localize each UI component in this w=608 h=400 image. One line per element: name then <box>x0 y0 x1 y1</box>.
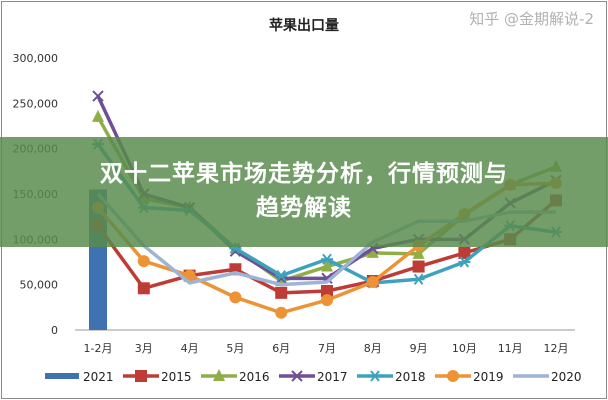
data-point-circle <box>275 306 288 319</box>
data-point-triangle <box>366 245 379 258</box>
x-tick-label: 10月 <box>452 342 477 355</box>
data-point-star <box>458 256 471 268</box>
data-point-star <box>412 273 425 285</box>
legend-label-2020: 2020 <box>551 370 582 384</box>
data-point-star <box>275 269 288 282</box>
legend-label-2018: 2018 <box>395 370 426 384</box>
data-point-square <box>412 260 425 273</box>
data-point-circle <box>229 291 242 304</box>
x-tick-label: 12月 <box>544 342 569 355</box>
legend-label-2016: 2016 <box>239 370 270 384</box>
data-point-x <box>92 90 104 102</box>
data-point-triangle <box>92 109 104 122</box>
data-point-circle <box>137 255 150 268</box>
data-point-square <box>135 370 147 382</box>
y-tick-label: 50,000 <box>20 279 59 292</box>
x-tick-label: 8月 <box>364 342 382 355</box>
data-point-square <box>275 286 288 299</box>
data-point-square <box>321 285 333 298</box>
x-tick-label: 1-2月 <box>84 342 113 355</box>
chart-title: 苹果出口量 <box>269 17 339 34</box>
legend-label-2019: 2019 <box>473 370 504 384</box>
data-point-triangle <box>412 246 425 259</box>
x-tick-label: 7月 <box>318 342 336 355</box>
banner-line-2: 趋势解读 <box>256 195 352 221</box>
data-point-circle <box>321 294 333 307</box>
legend-label-2015: 2015 <box>161 370 192 384</box>
x-tick-label: 4月 <box>181 342 199 355</box>
banner-line-1: 双十二苹果市场走势分析，行情预测与 <box>100 161 508 187</box>
legend-label-2021: 2021 <box>83 370 114 384</box>
data-point-square <box>137 282 150 295</box>
y-tick-label: 250,000 <box>13 97 59 110</box>
data-point-triangle <box>321 259 333 272</box>
y-tick-label: 0 <box>51 324 58 337</box>
data-point-x <box>291 370 303 382</box>
data-point-star <box>369 370 381 382</box>
legend-swatch-2021 <box>45 373 79 379</box>
data-point-square <box>458 246 471 259</box>
data-point-circle <box>447 370 459 382</box>
x-tick-label: 9月 <box>410 342 428 355</box>
x-tick-label: 3月 <box>135 342 153 355</box>
x-tick-label: 11月 <box>498 342 523 355</box>
legend-label-2017: 2017 <box>317 370 348 384</box>
data-point-triangle <box>213 369 225 381</box>
x-tick-label: 5月 <box>226 342 244 355</box>
data-point-star <box>321 253 333 265</box>
y-tick-label: 300,000 <box>13 52 59 65</box>
data-point-circle <box>366 275 379 288</box>
x-tick-label: 6月 <box>272 342 290 355</box>
watermark: 知乎 @金期解说-2 <box>469 10 594 28</box>
title-banner: 双十二苹果市场走势分析，行情预测与 趋势解读 <box>0 137 608 247</box>
